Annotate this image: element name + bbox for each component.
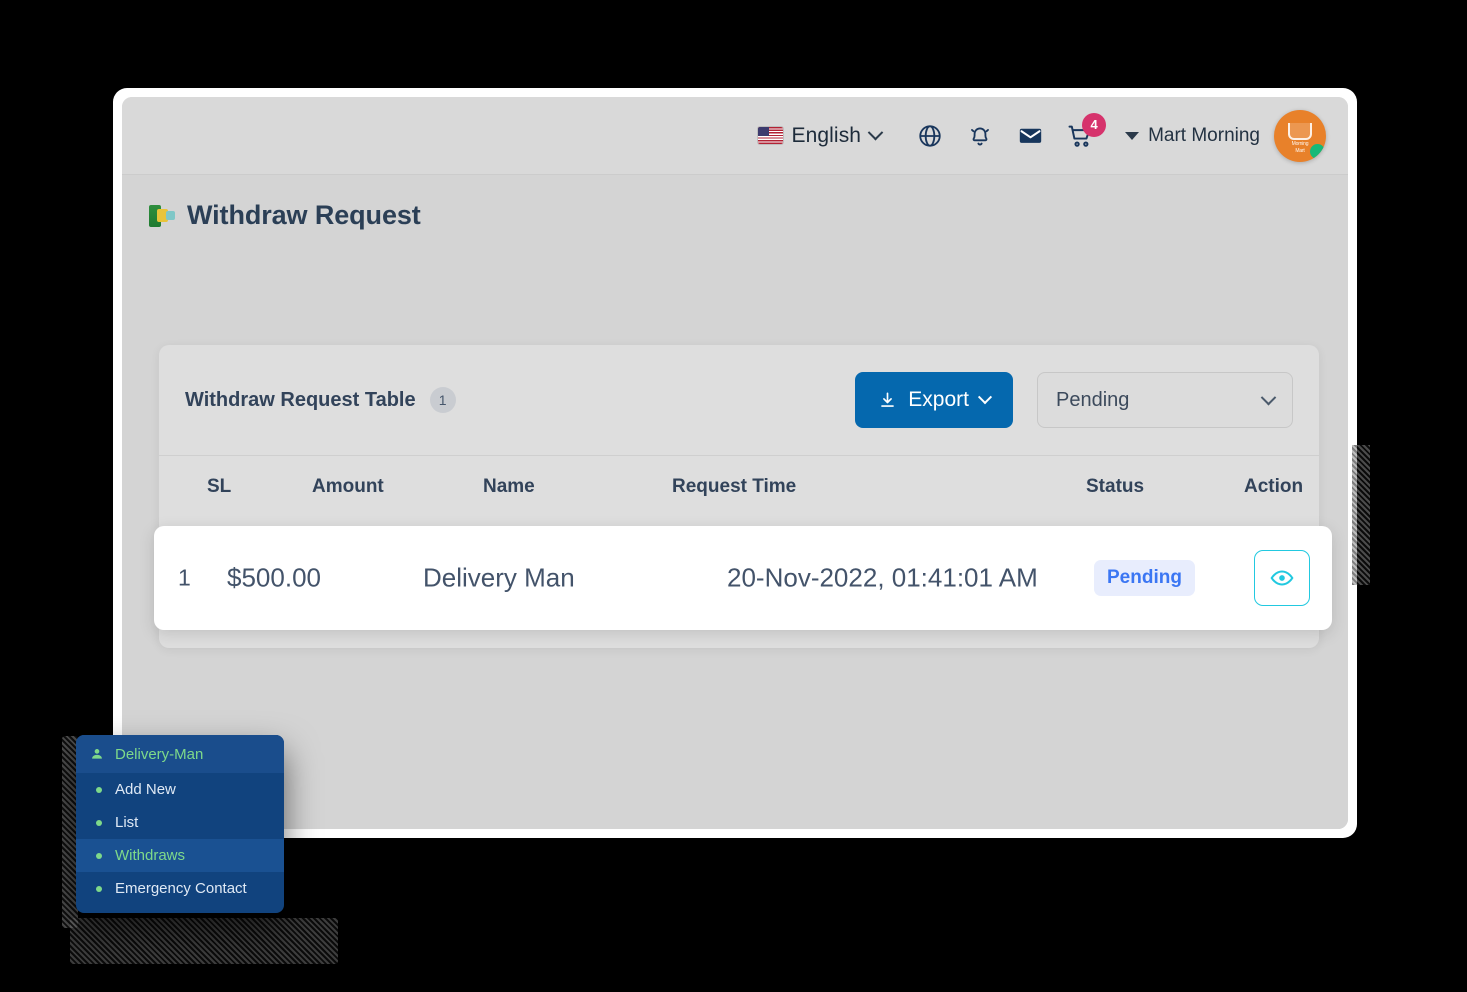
top-bar: English: [122, 97, 1348, 175]
cell-name: Delivery Man: [423, 562, 575, 593]
online-status-dot: [1310, 143, 1325, 159]
language-label: English: [791, 123, 862, 147]
avatar-brand-line2: Mart: [1295, 147, 1305, 154]
column-header-amount: Amount: [312, 476, 384, 497]
card-toolbar: Withdraw Request Table 1 Export Pen: [159, 345, 1319, 455]
delivery-man-flyout-menu: Delivery-Man Add New List Withdraws Emer…: [76, 735, 284, 913]
globe-icon[interactable]: [913, 119, 947, 153]
download-icon: [881, 392, 895, 407]
caret-down-icon: [1125, 131, 1140, 140]
chevron-down-icon: [1260, 389, 1277, 405]
user-icon: [92, 749, 102, 759]
bullet-icon: [96, 885, 102, 892]
avatar-brand-line1: Morning: [1291, 140, 1309, 147]
chevron-down-icon: [977, 390, 993, 405]
user-menu[interactable]: Mart Morning: [1125, 125, 1260, 147]
cart-badge: 4: [1082, 112, 1107, 137]
page-title: Withdraw Request: [149, 200, 421, 231]
us-flag-icon: [757, 127, 783, 144]
flyout-item-label: List: [115, 814, 139, 831]
bullet-icon: [96, 819, 102, 826]
mail-icon[interactable]: [1013, 119, 1047, 153]
table-title-text: Withdraw Request Table: [185, 388, 416, 411]
cell-sl: 1: [178, 564, 191, 591]
status-badge: Pending: [1094, 560, 1195, 596]
cell-request-time: 20-Nov-2022, 01:41:01 AM: [727, 562, 1038, 593]
flyout-item-label: Withdraws: [115, 847, 186, 864]
table-row[interactable]: 1 $500.00 Delivery Man 20-Nov-2022, 01:4…: [154, 526, 1332, 630]
table-count-badge: 1: [429, 387, 456, 413]
bell-icon[interactable]: [963, 119, 997, 153]
export-button-label: Export: [908, 388, 969, 411]
chevron-down-icon: [867, 124, 884, 141]
flyout-header-label: Delivery-Man: [115, 745, 204, 763]
status-filter-select[interactable]: Pending: [1037, 372, 1293, 428]
app-window: English: [113, 88, 1357, 838]
status-filter-value: Pending: [1056, 388, 1130, 411]
bullet-icon: [96, 852, 102, 859]
language-selector[interactable]: English: [757, 123, 884, 148]
view-details-button[interactable]: [1254, 550, 1310, 606]
export-button[interactable]: Export: [855, 372, 1013, 428]
flyout-item-emergency-contact[interactable]: Emergency Contact: [76, 872, 284, 905]
toolbar-actions: Export Pending: [855, 372, 1293, 428]
page-content: Withdraw Request Withdraw Request Table …: [122, 175, 1348, 829]
flyout-header-delivery-man[interactable]: Delivery-Man: [76, 735, 284, 773]
column-header-name: Name: [483, 476, 535, 497]
money-icon: [149, 204, 175, 227]
bullet-icon: [96, 786, 102, 793]
column-header-sl: SL: [207, 476, 232, 497]
column-header-request-time: Request Time: [672, 476, 797, 497]
flyout-item-add-new[interactable]: Add New: [76, 773, 284, 806]
column-header-action: Action: [1244, 476, 1304, 497]
cart-icon[interactable]: 4: [1063, 112, 1107, 153]
page-title-text: Withdraw Request: [187, 200, 421, 230]
table-header-row: SL Amount Name Request Time Status Actio…: [159, 455, 1319, 518]
shadow-artifact-left: [62, 736, 78, 928]
app-inner: English: [122, 97, 1348, 829]
flyout-item-list[interactable]: List: [76, 806, 284, 839]
flyout-item-label: Emergency Contact: [115, 880, 247, 897]
shadow-artifact-bottom: [70, 918, 338, 964]
flyout-item-label: Add New: [115, 781, 176, 798]
cell-amount: $500.00: [227, 562, 321, 593]
user-name-label: Mart Morning: [1148, 124, 1260, 146]
column-header-status: Status: [1086, 476, 1145, 497]
flyout-item-withdraws[interactable]: Withdraws: [76, 839, 284, 872]
table-title: Withdraw Request Table 1: [185, 387, 456, 413]
basket-icon: [1288, 122, 1312, 140]
eye-icon: [1270, 570, 1294, 586]
avatar[interactable]: Morning Mart: [1274, 109, 1326, 162]
shadow-artifact-right: [1352, 445, 1370, 585]
